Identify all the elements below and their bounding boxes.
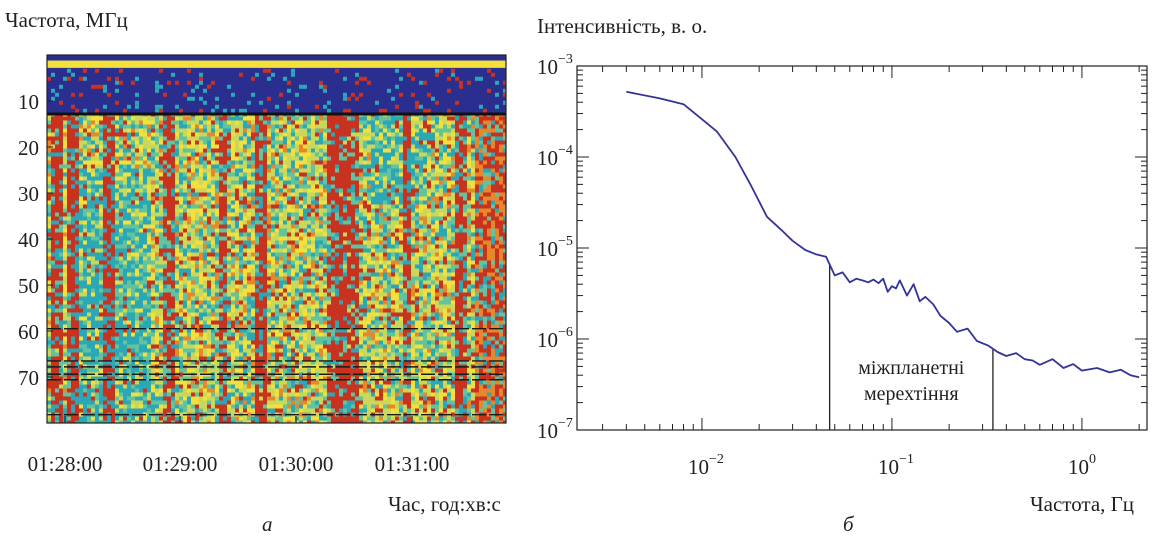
heatmap-x-tick-label: 01:28:00: [28, 452, 103, 476]
heatmap-chart: 10 20 30 40 50 60 70 01:28:00 01:29:00 01:30:00 0…: [18, 55, 507, 476]
heatmap-y-tick-label: 70: [18, 366, 39, 390]
spectrum-series-line: [626, 92, 1139, 377]
heatmap-x-tick-label: 01:31:00: [375, 452, 450, 476]
heatmap-y-tick-label: 50: [18, 274, 39, 298]
heatmap-y-tick-label: 40: [18, 228, 39, 252]
spectrum-y-tick-label: 10−6: [537, 325, 573, 352]
heatmap-x-tick-label: 01:30:00: [259, 452, 334, 476]
spectrum-y-tick-label: 10−5: [537, 234, 573, 261]
heatmap-y-tick-label: 10: [18, 90, 39, 114]
spectrum-y-tick-label: 10−4: [537, 143, 573, 170]
heatmap-y-tick-label: 30: [18, 182, 39, 206]
annotation-label: міжпланетні: [858, 357, 965, 379]
spectrum-x-tick-label: 10−2: [688, 452, 724, 479]
heatmap-x-tick-label: 01:29:00: [143, 452, 218, 476]
spectrum-y-tick-label: 10−7: [537, 416, 573, 443]
annotation-label: мерехтіння: [864, 383, 959, 405]
heatmap-y-tick-label: 20: [18, 136, 39, 160]
heatmap-strong-band: [47, 61, 506, 68]
heatmap-y-tick-label: 60: [18, 320, 39, 344]
spectrum-chart: 10−2 10−1 100 10−3 10−4 10−5 10−6 10−7 міжплане…: [537, 52, 1147, 479]
spectrum-x-tick-label: 10−1: [878, 452, 914, 479]
spectrum-x-tick-label: 100: [1068, 452, 1096, 479]
spectrum-y-tick-label: 10−3: [537, 52, 573, 79]
